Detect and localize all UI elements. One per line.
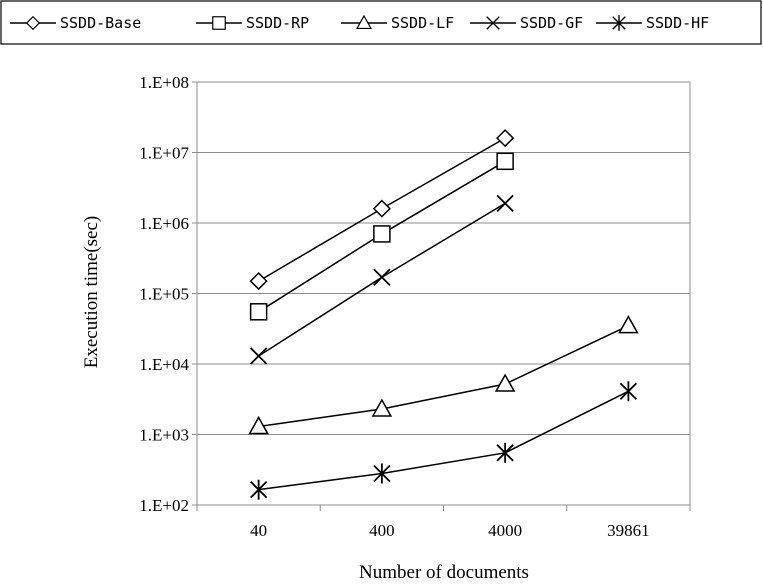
axes: 1.E+02 1.E+03 1.E+04 1.E+05 1.E+06 1.E+07 1.E+… bbox=[139, 73, 691, 540]
legend-label: SSDD-Base bbox=[60, 14, 141, 32]
data-point bbox=[373, 225, 391, 243]
legend-marker bbox=[355, 14, 373, 30]
data-point bbox=[494, 373, 516, 392]
series-line bbox=[258, 390, 629, 491]
data-point bbox=[618, 315, 639, 334]
legend-marker bbox=[25, 15, 41, 31]
x-axis-title: Number of documents bbox=[359, 562, 529, 583]
legend-label: SSDD-RP bbox=[246, 14, 309, 32]
x-tick-label: 400 bbox=[369, 521, 395, 540]
series-line bbox=[258, 324, 629, 428]
data-point bbox=[249, 479, 268, 500]
y-tick-label: 1.E+04 bbox=[139, 355, 189, 374]
y-tick-label: 1.E+02 bbox=[139, 496, 189, 515]
legend-marker bbox=[212, 16, 226, 30]
x-tick-label: 4000 bbox=[488, 521, 522, 540]
legend: SSDD-Base SSDD-RP SSDD-LF SSDD-GF SSDD-HF bbox=[0, 0, 762, 45]
legend-item: SSDD-GF bbox=[470, 14, 583, 32]
data-point bbox=[249, 347, 268, 365]
y-tick-label: 1.E+08 bbox=[139, 73, 189, 92]
x-tick-label: 40 bbox=[250, 521, 267, 540]
data-point bbox=[249, 303, 268, 321]
data-point bbox=[372, 199, 391, 218]
legend-item: SSDD-LF bbox=[341, 14, 454, 32]
series-SSDD-GF bbox=[249, 194, 514, 365]
data-point bbox=[371, 398, 393, 417]
y-tick-label: 1.E+03 bbox=[139, 426, 189, 445]
y-tick-label: 1.E+05 bbox=[139, 285, 189, 304]
y-axis-title: Execution time(sec) bbox=[81, 216, 102, 368]
legend-item: SSDD-HF bbox=[596, 14, 709, 32]
grid bbox=[196, 81, 691, 506]
data-point bbox=[496, 152, 514, 171]
series-SSDD-HF bbox=[249, 381, 638, 500]
legend-item: SSDD-Base bbox=[10, 14, 141, 32]
x-tick-label: 39861 bbox=[607, 521, 650, 540]
series-SSDD-LF bbox=[248, 315, 639, 435]
data-point bbox=[373, 268, 391, 286]
y-tick-label: 1.E+06 bbox=[139, 214, 189, 233]
data-point bbox=[248, 415, 269, 435]
data-point bbox=[249, 272, 268, 291]
legend-label: SSDD-LF bbox=[391, 14, 454, 32]
labels: Number of documents Execution time(sec) bbox=[81, 216, 529, 583]
series-group bbox=[248, 129, 639, 500]
series-SSDD-RP bbox=[249, 152, 514, 321]
series-SSDD-Base bbox=[249, 129, 515, 291]
data-point bbox=[496, 442, 514, 463]
data-point bbox=[496, 194, 514, 212]
legend-marker bbox=[612, 15, 626, 31]
data-point bbox=[373, 463, 391, 484]
legend-marker bbox=[486, 16, 500, 30]
data-point bbox=[619, 381, 638, 402]
legend-label: SSDD-GF bbox=[520, 14, 583, 32]
legend-item: SSDD-RP bbox=[196, 14, 309, 32]
legend-label: SSDD-HF bbox=[646, 14, 709, 32]
y-tick-label: 1.E+07 bbox=[139, 144, 189, 163]
data-point bbox=[496, 129, 515, 148]
